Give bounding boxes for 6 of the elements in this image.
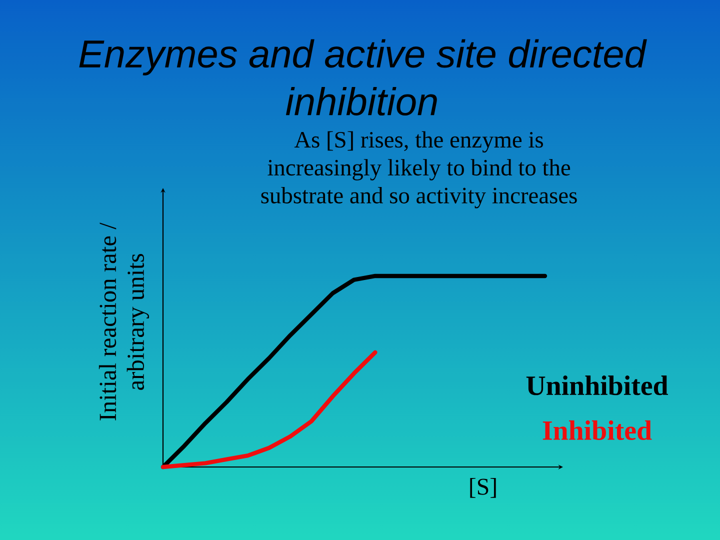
y-axis-title: Initial reaction rate / arbitrary units: [98, 222, 150, 420]
text: As [S] rises, the enzyme is increasingly likely to bind to the substrate and so activity increases: [261, 131, 577, 208]
text: Inhibited: [542, 420, 652, 440]
chart-title: Enzymes and active site directed inhibition: [79, 39, 647, 116]
text: Uninhibited: [526, 376, 668, 396]
x-axis-title: [S]: [470, 478, 496, 498]
